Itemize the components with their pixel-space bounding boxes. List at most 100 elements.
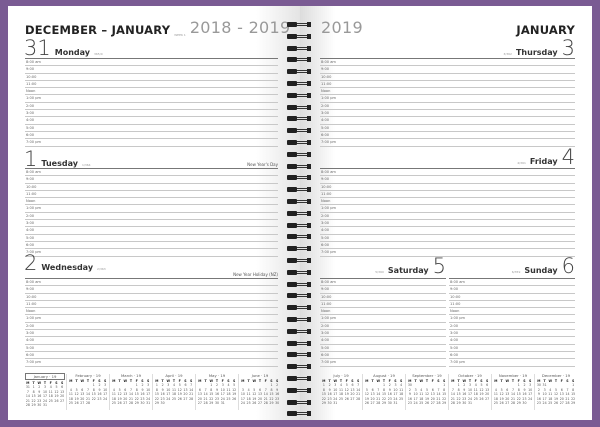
time-slot[interactable]: Noon [320, 308, 446, 316]
time-slot[interactable]: 5:00 [320, 235, 575, 242]
time-slot[interactable]: 6:00 [320, 242, 575, 250]
time-slot[interactable]: 9:00 [320, 176, 575, 184]
time-slot[interactable]: 10:00 [320, 294, 446, 301]
time-slot[interactable]: 5:00 [449, 345, 575, 352]
time-slot[interactable]: Noon [320, 198, 575, 206]
time-slot[interactable]: 2:00 [320, 323, 446, 331]
calendar-date: 27 [370, 400, 375, 405]
time-slot[interactable]: 9:00 [320, 66, 575, 74]
time-slot[interactable]: 11:00 [25, 301, 278, 309]
time-slots-saturday[interactable]: 8:00 am 9:00 10:00 11:00 Noon 1:00 pm 2:00 3:00… [320, 278, 446, 367]
time-slot[interactable]: 8:00 am [320, 59, 575, 67]
time-slot[interactable]: Noon [25, 308, 278, 316]
time-slot[interactable]: 7:00 pm [25, 249, 278, 257]
time-slot[interactable]: 9:00 [25, 176, 278, 184]
time-slot[interactable]: 7:00 pm [25, 359, 278, 367]
time-slots-tuesday[interactable]: 8:00 am 9:00 10:00 11:00 Noon 1:00 pm 2:00 3:00… [25, 168, 278, 257]
time-slot[interactable]: 8:00 am [25, 279, 278, 287]
time-slot[interactable]: Noon [449, 308, 575, 316]
time-slot[interactable]: 4:00 [449, 337, 575, 345]
time-slot[interactable]: 9:00 [449, 286, 575, 294]
time-slot[interactable]: 2:00 [320, 213, 575, 221]
time-slot[interactable]: 2:00 [25, 323, 278, 331]
calendar-date: 6 [81, 387, 84, 392]
time-slot[interactable]: 1:00 pm [25, 95, 278, 103]
time-label: 3:00 [450, 331, 459, 336]
time-slot[interactable]: 4:00 [25, 337, 278, 345]
time-slot[interactable]: 10:00 [320, 74, 575, 81]
time-slot[interactable]: 5:00 [25, 235, 278, 242]
time-slot[interactable]: 10:00 [25, 74, 278, 81]
time-slot[interactable]: Noon [320, 88, 575, 96]
time-slot[interactable]: 4:00 [320, 337, 446, 345]
time-slot[interactable]: 11:00 [25, 191, 278, 199]
time-slot[interactable]: 6:00 [320, 132, 575, 140]
time-slot[interactable]: 7:00 pm [320, 359, 446, 367]
time-slot[interactable]: 10:00 [449, 294, 575, 301]
time-slot[interactable]: 6:00 [320, 352, 446, 360]
time-slot[interactable]: 3:00 [320, 220, 575, 228]
time-slot[interactable]: 4:00 [25, 117, 278, 125]
time-slot[interactable]: 6:00 [25, 242, 278, 250]
time-slot[interactable]: 5:00 [320, 125, 575, 132]
time-slot[interactable]: 4:00 [320, 227, 575, 235]
time-slots-monday[interactable]: 8:00 am 9:00 10:00 11:00 Noon 1:00 pm 2:00 3:00… [25, 58, 278, 147]
time-slot[interactable]: 11:00 [449, 301, 575, 309]
time-slot[interactable]: 10:00 [320, 184, 575, 191]
time-slot[interactable]: 9:00 [25, 66, 278, 74]
time-slot[interactable]: 2:00 [25, 103, 278, 111]
time-slot[interactable]: 1:00 pm [449, 315, 575, 323]
time-slot[interactable]: 7:00 pm [320, 249, 575, 257]
time-slot[interactable]: 7:00 pm [449, 359, 575, 367]
time-slot[interactable]: Noon [25, 88, 278, 96]
time-slot[interactable]: 3:00 [25, 110, 278, 118]
weekday-label: W [80, 379, 85, 383]
time-slot[interactable]: 1:00 pm [25, 315, 278, 323]
time-slot[interactable]: 9:00 [25, 286, 278, 294]
time-slot[interactable]: 10:00 [25, 184, 278, 191]
calendar-date: 24 [393, 396, 398, 401]
time-slot[interactable]: 11:00 [320, 301, 446, 309]
time-slot[interactable]: 2:00 [449, 323, 575, 331]
calendar-date: 29 [456, 400, 461, 405]
time-slot[interactable]: 3:00 [449, 330, 575, 338]
time-slot[interactable]: 8:00 am [320, 169, 575, 177]
time-slot[interactable]: 3:00 [320, 330, 446, 338]
time-slot[interactable]: 11:00 [320, 81, 575, 89]
time-slot[interactable]: 9:00 [320, 286, 446, 294]
time-slot[interactable]: 1:00 pm [320, 315, 446, 323]
time-slot[interactable]: 4:00 [320, 117, 575, 125]
time-slot[interactable]: 7:00 pm [25, 139, 278, 147]
time-slot[interactable]: 3:00 [25, 220, 278, 228]
time-slot[interactable]: 2:00 [25, 213, 278, 221]
time-slot[interactable]: 1:00 pm [320, 205, 575, 213]
time-slot[interactable]: 11:00 [320, 191, 575, 199]
time-slot[interactable]: 8:00 am [320, 279, 446, 287]
time-slot[interactable]: 8:00 am [449, 279, 575, 287]
time-slots-sunday[interactable]: 8:00 am 9:00 10:00 11:00 Noon 1:00 pm 2:00 3:00… [449, 278, 575, 367]
time-slot[interactable]: 5:00 [320, 345, 446, 352]
time-slot[interactable]: 6:00 [449, 352, 575, 360]
time-slot[interactable]: 5:00 [25, 125, 278, 132]
time-slot[interactable]: 5:00 [25, 345, 278, 352]
time-slot[interactable]: 1:00 pm [25, 205, 278, 213]
time-slot[interactable]: 1:00 pm [320, 95, 575, 103]
time-label: 8:00 am [321, 170, 336, 174]
time-slots-thursday[interactable]: 8:00 am 9:00 10:00 11:00 Noon 1:00 pm 2:00 3:00… [320, 58, 575, 147]
time-slots-wednesday[interactable]: 8:00 am 9:00 10:00 11:00 Noon 1:00 pm 2:00 3:00… [25, 278, 278, 367]
time-slot[interactable]: 3:00 [320, 110, 575, 118]
time-slot[interactable]: 2:00 [320, 103, 575, 111]
time-slot[interactable]: 4:00 [25, 227, 278, 235]
spiral-ring-icon [287, 151, 311, 157]
time-slot[interactable]: 10:00 [25, 294, 278, 301]
time-slot[interactable]: 6:00 [25, 352, 278, 360]
time-label: 2:00 [26, 103, 35, 108]
time-slot[interactable]: 7:00 pm [320, 139, 575, 147]
time-slot[interactable]: 6:00 [25, 132, 278, 140]
time-slots-friday[interactable]: 8:00 am 9:00 10:00 11:00 Noon 1:00 pm 2:00 3:00… [320, 168, 575, 257]
time-slot[interactable]: 3:00 [25, 330, 278, 338]
time-slot[interactable]: 8:00 am [25, 169, 278, 177]
time-slot[interactable]: Noon [25, 198, 278, 206]
time-slot[interactable]: 11:00 [25, 81, 278, 89]
time-slot[interactable]: 8:00 am [25, 59, 278, 67]
